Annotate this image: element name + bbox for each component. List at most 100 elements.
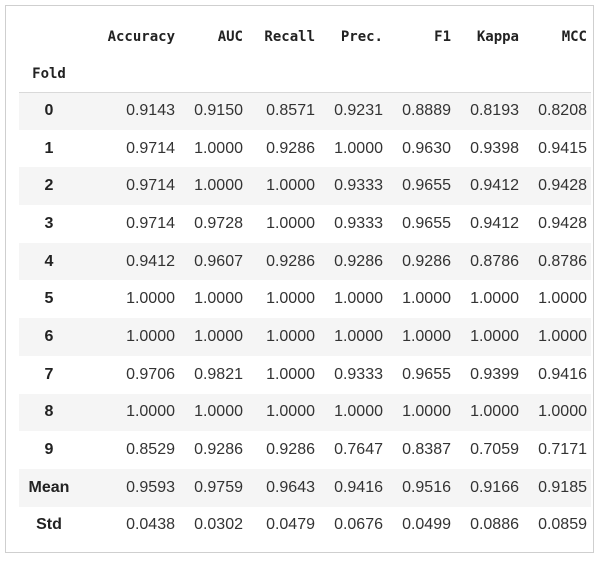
column-header-auc: AUC (217, 29, 243, 45)
cell-mcc: 1.0000 (538, 327, 587, 345)
cell-f1: 0.9516 (402, 478, 451, 496)
cell-precision: 0.9286 (334, 252, 383, 270)
cell-recall: 1.0000 (266, 365, 315, 383)
index-name-spacer (179, 56, 247, 92)
column-header-f1: F1 (434, 29, 451, 45)
output-frame: Accuracy AUC Recall Prec. F1 Kappa MCC F… (5, 5, 594, 553)
cell-kappa: 0.7059 (470, 441, 519, 459)
cell-recall: 1.0000 (266, 177, 315, 195)
cell-kappa: 0.9166 (470, 478, 519, 496)
row-label: 3 (44, 214, 54, 232)
cell-precision: 0.0676 (334, 516, 383, 534)
cell-auc: 0.9286 (194, 441, 243, 459)
cell-f1: 0.9655 (402, 214, 451, 232)
row-label: 1 (44, 139, 54, 157)
cell-f1: 0.9655 (402, 365, 451, 383)
cell-mcc: 0.9416 (538, 365, 587, 383)
cell-kappa: 0.9412 (470, 214, 519, 232)
cell-precision: 0.9333 (334, 177, 383, 195)
cell-mcc: 0.9428 (538, 177, 587, 195)
cell-accuracy: 0.9412 (126, 252, 175, 270)
cell-recall: 0.0479 (266, 516, 315, 534)
index-name-spacer (319, 56, 387, 92)
cell-f1: 1.0000 (402, 290, 451, 308)
cell-f1: 0.9630 (402, 139, 451, 157)
cell-mcc: 0.8786 (538, 252, 587, 270)
index-name-spacer (523, 56, 591, 92)
cell-auc: 0.9821 (194, 365, 243, 383)
cell-auc: 1.0000 (194, 290, 243, 308)
cell-kappa: 0.0886 (470, 516, 519, 534)
cell-precision: 1.0000 (334, 139, 383, 157)
cell-mcc: 0.9415 (538, 139, 587, 157)
cell-accuracy: 0.9706 (126, 365, 175, 383)
cell-mcc: 0.9428 (538, 214, 587, 232)
row-label: 2 (44, 177, 54, 195)
cell-precision: 0.9416 (334, 478, 383, 496)
row-label: Std (36, 516, 62, 534)
column-header-precision: Prec. (340, 29, 383, 45)
cell-precision: 0.9333 (334, 365, 383, 383)
cell-precision: 0.7647 (334, 441, 383, 459)
table-row: 7 0.9706 0.9821 1.0000 0.9333 0.9655 0.9399 0.9… (19, 356, 591, 394)
table-row: 6 1.0000 1.0000 1.0000 1.0000 1.0000 1.0000 1.0… (19, 318, 591, 356)
cell-kappa: 0.8193 (470, 102, 519, 120)
table-row: 2 0.9714 1.0000 1.0000 0.9333 0.9655 0.9412 0.9… (19, 167, 591, 206)
cell-mcc: 1.0000 (538, 403, 587, 421)
cell-auc: 0.9150 (194, 102, 243, 120)
table-row: 9 0.8529 0.9286 0.9286 0.7647 0.8387 0.7059 0.7… (19, 431, 591, 469)
results-table: Accuracy AUC Recall Prec. F1 Kappa MCC F… (19, 18, 591, 544)
cell-precision: 1.0000 (334, 290, 383, 308)
cell-f1: 0.8387 (402, 441, 451, 459)
cell-mcc: 1.0000 (538, 290, 587, 308)
corner-header-cell (19, 18, 79, 56)
cell-accuracy: 0.9143 (126, 102, 175, 120)
cell-auc: 0.9728 (194, 214, 243, 232)
cell-f1: 1.0000 (402, 403, 451, 421)
cell-kappa: 0.8786 (470, 252, 519, 270)
cell-auc: 0.0302 (194, 516, 243, 534)
index-name-spacer (387, 56, 455, 92)
cell-kappa: 0.9398 (470, 139, 519, 157)
cell-f1: 0.0499 (402, 516, 451, 534)
table-row: 3 0.9714 0.9728 1.0000 0.9333 0.9655 0.9412 0.9… (19, 205, 591, 243)
row-label: 7 (44, 365, 54, 383)
cell-recall: 0.9286 (266, 252, 315, 270)
index-name-row: Fold (19, 56, 591, 92)
table-row: 1 0.9714 1.0000 0.9286 1.0000 0.9630 0.9398 0.9… (19, 130, 591, 168)
row-label: Mean (28, 478, 70, 496)
column-header-row: Accuracy AUC Recall Prec. F1 Kappa MCC (19, 18, 591, 56)
cell-precision: 0.9333 (334, 214, 383, 232)
table-row: 8 1.0000 1.0000 1.0000 1.0000 1.0000 1.0000 1.0… (19, 393, 591, 432)
cell-accuracy: 0.9593 (126, 478, 175, 496)
cell-accuracy: 1.0000 (126, 290, 175, 308)
cell-precision: 1.0000 (334, 403, 383, 421)
cell-f1: 0.8889 (402, 102, 451, 120)
column-header-accuracy: Accuracy (107, 29, 175, 45)
cell-kappa: 1.0000 (470, 290, 519, 308)
row-label: 4 (44, 252, 54, 270)
index-name-spacer (79, 56, 179, 92)
row-label: 0 (44, 102, 54, 120)
cell-auc: 0.9759 (194, 478, 243, 496)
cell-accuracy: 0.9714 (126, 177, 175, 195)
cell-kappa: 0.9412 (470, 177, 519, 195)
table-body: 0 0.9143 0.9150 0.8571 0.9231 0.8889 0.8193 0.8… (19, 92, 591, 544)
row-label: 9 (44, 441, 54, 459)
row-label: 5 (44, 290, 54, 308)
table-row: 4 0.9412 0.9607 0.9286 0.9286 0.9286 0.8786 0.8… (19, 242, 591, 281)
cell-mcc: 0.9185 (538, 478, 587, 496)
column-header-kappa: Kappa (476, 29, 519, 45)
cell-accuracy: 0.0438 (126, 516, 175, 534)
cell-kappa: 0.9399 (470, 365, 519, 383)
index-name-spacer (247, 56, 319, 92)
cell-auc: 1.0000 (194, 403, 243, 421)
cell-kappa: 1.0000 (470, 327, 519, 345)
cell-auc: 1.0000 (194, 139, 243, 157)
column-header-mcc: MCC (561, 29, 587, 45)
table-row: 0 0.9143 0.9150 0.8571 0.9231 0.8889 0.8193 0.8… (19, 92, 591, 130)
index-name-spacer (455, 56, 523, 92)
cell-recall: 0.9286 (266, 441, 315, 459)
row-label: 6 (44, 327, 54, 345)
table-row: Mean 0.9593 0.9759 0.9643 0.9416 0.9516 0.9166… (19, 468, 591, 507)
